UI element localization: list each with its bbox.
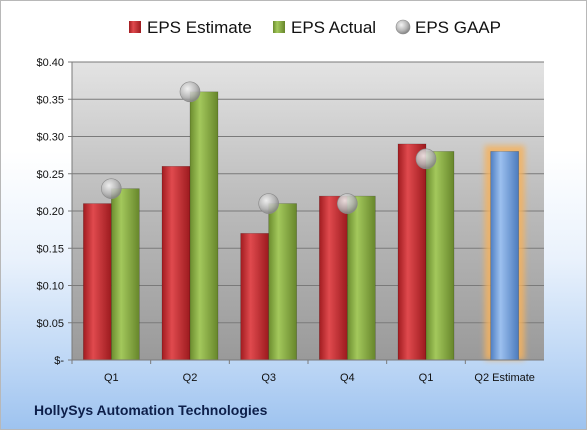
- company-name: HollySys Automation Technologies: [34, 402, 268, 418]
- legend-marker-eps-estimate: [129, 21, 141, 33]
- x-tick-label: Q2: [183, 372, 198, 384]
- x-tick-label: Q4: [340, 372, 355, 384]
- y-tick-label: $0.20: [36, 206, 64, 218]
- eps-estimate-bar: [397, 143, 427, 361]
- eps-gaap-point: [415, 148, 437, 170]
- y-tick-label: $0.10: [36, 281, 64, 293]
- eps-estimate-bar: [319, 195, 348, 361]
- eps-gaap-point: [337, 193, 358, 214]
- eps-actual-bar: [425, 151, 455, 361]
- y-tick-label: $-: [54, 355, 64, 367]
- x-tick-label: Q1: [104, 372, 119, 384]
- eps-actual-bar: [189, 91, 219, 361]
- eps-estimate-bar: [83, 203, 112, 361]
- eps-actual-bar: [111, 188, 140, 361]
- eps-forecast-bar: [490, 151, 519, 361]
- x-tick-label: Q3: [261, 372, 276, 384]
- y-tick-label: $0.35: [36, 94, 64, 106]
- y-tick-label: $0.25: [36, 169, 64, 181]
- x-tick-label: Q1: [419, 372, 434, 384]
- y-tick-label: $0.30: [36, 132, 64, 144]
- y-tick-label: $0.05: [36, 318, 64, 330]
- eps-estimate-bar: [161, 166, 191, 361]
- legend-label: EPS Actual: [291, 18, 376, 37]
- x-tick-label: Q2 Estimate: [474, 372, 535, 384]
- eps-gaap-point: [101, 178, 122, 199]
- legend-label: EPS Estimate: [147, 18, 252, 37]
- y-tick-label: $0.15: [36, 243, 64, 255]
- eps-gaap-point: [258, 193, 279, 214]
- eps-estimate-bar: [240, 233, 269, 361]
- eps-gaap-point: [179, 81, 201, 103]
- legend-marker-eps-gaap: [395, 19, 411, 35]
- eps-actual-bar: [268, 203, 297, 361]
- y-tick-label: $0.40: [36, 57, 64, 69]
- legend-marker-eps-actual: [273, 21, 285, 33]
- eps-actual-bar: [347, 195, 376, 361]
- legend-label: EPS GAAP: [415, 18, 501, 37]
